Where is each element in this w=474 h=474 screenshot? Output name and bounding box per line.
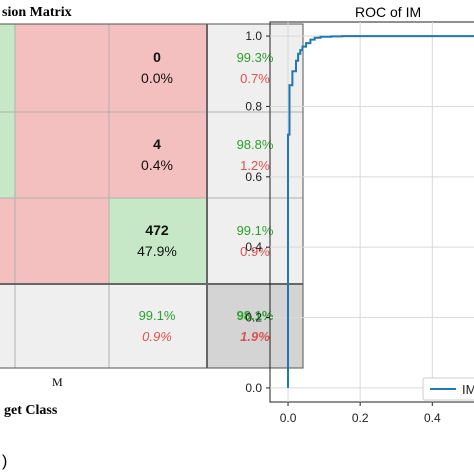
cm-count: 0 (153, 49, 161, 65)
cm-cell (14, 283, 110, 369)
x-tick-label: 0.2 (352, 411, 369, 425)
cm-col-error: 0.9% (142, 329, 172, 344)
confusion-matrix: sion Matrix 0 0.0% 99.3% 0.7% 4 0.4% 98.8% 1.2%… (0, 5, 304, 470)
cm-row-error: 1.2% (240, 158, 270, 173)
cm-row-error: 0.9% (240, 244, 270, 259)
cm-row-error: 0.7% (240, 71, 270, 86)
confusion-title: sion Matrix (2, 5, 72, 20)
roc-chart: ROC of IM 0.0 0.2 0.4 0.6 0.8 1.0 0.0 0.2 0.4 I… (245, 4, 474, 425)
col-label-m: M (52, 375, 63, 389)
chart-title: ROC of IM (355, 4, 421, 20)
cm-row-accuracy: 99.1% (237, 223, 274, 238)
cm-cell (108, 283, 208, 369)
cm-cell (14, 23, 110, 113)
cm-percent: 47.9% (137, 243, 177, 259)
y-tick-label: 0.8 (245, 99, 262, 113)
cm-cell (108, 23, 208, 113)
cm-border (0, 23, 304, 369)
cm-cell (0, 111, 16, 199)
legend-label: IM (462, 382, 474, 397)
cm-row-error: 1.9% (240, 329, 270, 344)
y-tick-label: 0.2 (245, 311, 262, 325)
y-tick-label: 0.4 (245, 240, 262, 254)
y-tick-label: 0.6 (245, 170, 262, 184)
cm-cell (0, 283, 16, 369)
cm-cell (14, 111, 110, 199)
cm-row-accuracy: 99.3% (237, 50, 274, 65)
cm-cell (206, 23, 304, 113)
plot-frame (269, 21, 474, 403)
legend: IM (422, 377, 474, 401)
cm-cell (0, 197, 16, 285)
cm-cell (108, 197, 208, 285)
roc-curve-im (287, 35, 474, 388)
cm-count: 472 (145, 222, 169, 238)
confusion-xlabel: get Class (4, 403, 58, 418)
cm-cell (108, 111, 208, 199)
cm-row-accuracy: 98.8% (237, 137, 274, 152)
cm-col-accuracy: 99.1% (139, 308, 176, 323)
cm-count: 4 (153, 136, 161, 152)
panel-tag: ) (2, 453, 7, 470)
y-tick-label: 1.0 (245, 29, 262, 43)
cm-cell (0, 23, 16, 113)
cm-cell (14, 197, 110, 285)
x-tick-label: 0.4 (424, 411, 441, 425)
x-tick-label: 0.0 (280, 411, 297, 425)
cm-percent: 0.4% (141, 157, 173, 173)
y-tick-label: 0.0 (245, 381, 262, 395)
cm-row-accuracy: 98.1% (237, 308, 274, 323)
cm-percent: 0.0% (141, 70, 173, 86)
